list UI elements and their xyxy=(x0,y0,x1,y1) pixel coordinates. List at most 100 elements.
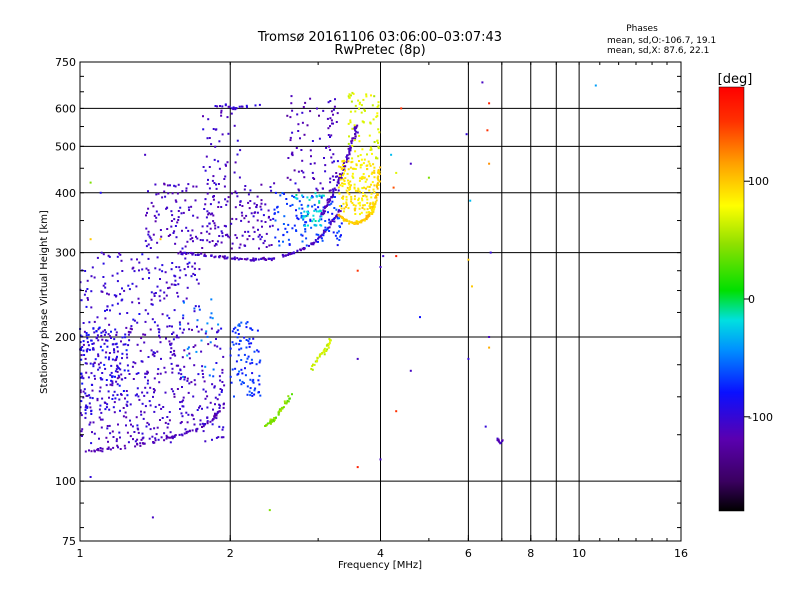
data-point xyxy=(361,219,364,222)
data-point xyxy=(153,352,156,355)
data-point xyxy=(220,391,223,393)
data-point xyxy=(116,365,119,368)
data-point xyxy=(116,272,119,275)
data-point xyxy=(207,343,210,346)
data-point xyxy=(356,466,359,469)
data-point xyxy=(265,423,268,426)
data-point xyxy=(249,378,252,381)
data-point xyxy=(338,177,340,180)
data-point xyxy=(183,268,186,271)
data-point xyxy=(213,385,216,388)
data-point xyxy=(319,353,322,356)
data-point xyxy=(377,128,380,131)
data-point xyxy=(138,269,140,272)
data-point xyxy=(90,409,93,412)
data-point xyxy=(208,166,211,168)
data-point xyxy=(311,242,314,245)
data-point xyxy=(320,218,323,221)
data-point xyxy=(349,221,352,224)
data-point xyxy=(375,157,377,160)
data-point xyxy=(108,424,111,427)
data-point xyxy=(251,361,254,364)
data-point xyxy=(168,411,171,413)
data-point xyxy=(362,98,365,101)
data-point xyxy=(235,342,238,345)
data-point xyxy=(217,329,220,332)
colorbar-tick-label: 0 xyxy=(748,293,755,306)
data-point xyxy=(269,218,272,221)
data-point xyxy=(202,425,205,428)
data-point xyxy=(295,209,297,212)
data-point xyxy=(241,234,244,237)
data-point xyxy=(108,356,111,359)
data-point xyxy=(155,193,158,196)
data-point xyxy=(364,180,367,183)
data-point xyxy=(358,134,361,137)
data-point xyxy=(87,344,90,347)
data-point xyxy=(153,410,156,413)
data-point xyxy=(245,339,248,341)
data-point xyxy=(330,196,333,199)
data-point xyxy=(96,316,99,319)
data-point xyxy=(112,343,115,346)
data-point xyxy=(200,350,203,353)
data-point xyxy=(170,220,173,222)
data-point xyxy=(252,215,255,218)
data-point xyxy=(326,348,329,351)
data-point xyxy=(153,355,156,358)
data-point xyxy=(315,240,318,243)
data-point xyxy=(184,376,186,379)
data-point xyxy=(314,208,317,211)
data-point xyxy=(101,372,104,374)
data-point xyxy=(218,425,221,428)
data-point xyxy=(89,362,92,365)
data-point xyxy=(236,153,239,156)
y-tick-label: 750 xyxy=(55,56,76,69)
data-point xyxy=(409,162,412,165)
x-tick-label: 1 xyxy=(77,547,84,560)
data-point xyxy=(126,400,129,403)
data-point xyxy=(317,240,319,243)
data-point xyxy=(320,234,323,237)
data-point xyxy=(86,394,89,397)
data-point xyxy=(354,137,357,140)
data-point xyxy=(241,205,244,207)
data-point xyxy=(271,420,274,423)
data-point xyxy=(156,324,159,327)
data-point xyxy=(96,399,99,402)
data-point xyxy=(382,255,385,258)
data-point xyxy=(269,418,272,421)
data-point xyxy=(333,160,335,163)
data-point xyxy=(351,127,354,130)
data-point xyxy=(349,119,352,122)
data-point xyxy=(101,418,104,421)
data-point xyxy=(205,155,208,158)
data-point xyxy=(253,393,256,396)
data-point xyxy=(346,157,348,160)
data-point xyxy=(174,242,177,245)
data-point xyxy=(371,181,374,184)
data-point xyxy=(114,328,117,331)
data-point xyxy=(125,390,128,392)
data-point xyxy=(356,222,359,225)
data-point xyxy=(331,161,334,164)
data-point xyxy=(365,216,368,219)
data-point xyxy=(99,404,102,407)
data-point xyxy=(292,251,295,254)
data-point xyxy=(265,259,268,261)
data-point xyxy=(158,295,161,298)
data-point xyxy=(202,388,205,391)
data-point xyxy=(220,109,223,112)
data-point xyxy=(148,400,151,403)
data-point xyxy=(259,394,262,397)
data-point xyxy=(213,158,216,161)
data-point xyxy=(126,404,129,407)
data-point xyxy=(187,206,190,209)
data-point xyxy=(115,295,117,298)
data-point xyxy=(116,346,119,349)
data-point xyxy=(227,105,230,108)
data-point xyxy=(82,396,85,399)
data-point xyxy=(218,256,221,259)
data-point xyxy=(147,312,150,315)
data-point xyxy=(125,326,128,329)
